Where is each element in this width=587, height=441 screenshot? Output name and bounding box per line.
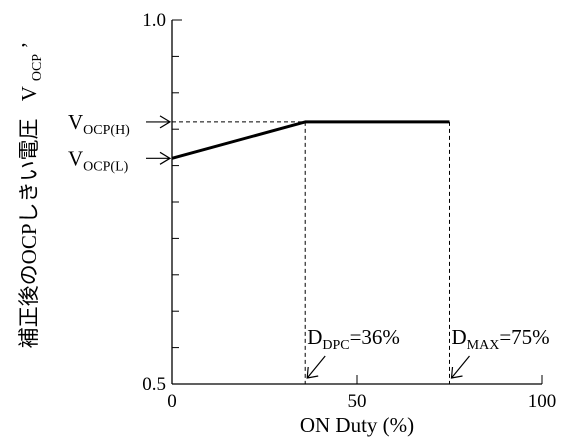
y-marker-arrow-0	[146, 151, 172, 165]
x-marker-arrow-0	[306, 355, 326, 379]
y-axis-label-symbol: V	[17, 86, 41, 101]
y-tick-label-1: 1.0	[142, 10, 166, 31]
x-marker-label-0: DDPC=36%	[307, 325, 400, 353]
markers: VOCP(L) VOCP(H) DDPC=36% DMAX=75%	[68, 110, 550, 379]
series-line	[171, 120, 450, 160]
x-tick-label-2: 100	[528, 391, 557, 412]
x-axis-label: ON Duty (%)	[300, 413, 414, 437]
ticks	[171, 19, 543, 385]
y-axis-label-main: 補正後のOCPしきい電圧	[17, 118, 41, 348]
x-tick-label-1: 50	[348, 391, 367, 412]
guide-lines	[172, 121, 450, 384]
y-marker-label-1: VOCP(H)	[68, 110, 130, 138]
series	[171, 120, 450, 160]
x-marker-arrow-1	[450, 355, 470, 379]
y-tick-label-0: 0.5	[142, 374, 166, 395]
tick-labels: 0.5 1.0 0 50 100	[142, 10, 556, 412]
x-tick-label-0: 0	[167, 391, 177, 412]
x-marker-label-1: DMAX=75%	[452, 325, 550, 353]
y-marker-arrow-1	[146, 115, 172, 129]
y-marker-label-0: VOCP(L)	[68, 146, 129, 174]
y-axis-label-symbol-sub: OCP	[30, 54, 45, 81]
y-axis-label: 補正後のOCPしきい電圧 V OCP ’	[17, 42, 46, 349]
y-axis-label-symbol-tail: ’	[17, 42, 41, 49]
